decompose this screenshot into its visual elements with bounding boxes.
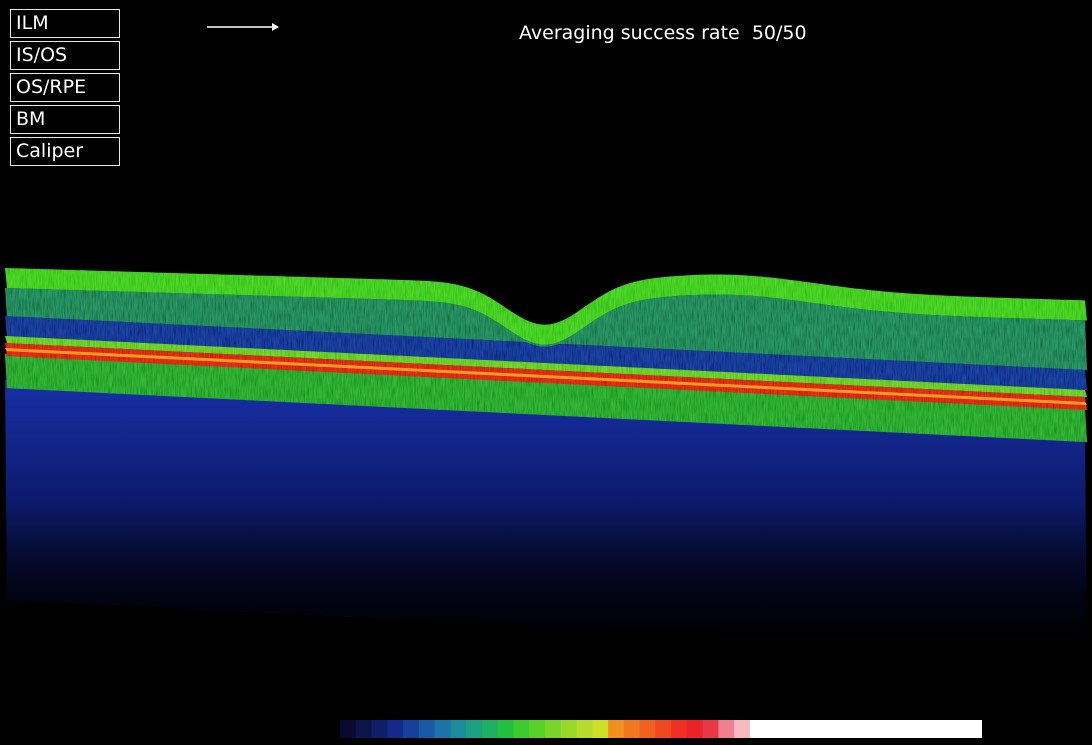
- layer-button[interactable]: OS/RPE: [10, 73, 120, 102]
- scale-swatch: [750, 720, 982, 738]
- choroid: [5, 380, 1087, 655]
- scale-swatch: [450, 720, 467, 738]
- layer-button[interactable]: IS/OS: [10, 41, 120, 70]
- scale-swatch: [371, 720, 388, 738]
- status-label: Averaging success rate: [519, 22, 740, 44]
- scale-swatch: [387, 720, 404, 738]
- plexiform-layer: [5, 288, 1087, 371]
- scale-swatch: [529, 720, 546, 738]
- layer-button[interactable]: Caliper: [10, 137, 120, 166]
- scale-swatch: [639, 720, 656, 738]
- status-value: 50/50: [751, 22, 807, 44]
- layer-button[interactable]: BM: [10, 105, 120, 134]
- scale-swatch: [418, 720, 436, 738]
- scale-swatch: [608, 720, 625, 738]
- scale-swatch: [355, 720, 373, 738]
- scale-swatch: [576, 720, 593, 738]
- scale-swatch: [702, 720, 719, 738]
- nerve-fiber-layer: [5, 268, 1087, 345]
- scale-swatch: [481, 720, 499, 738]
- color-scale: [340, 720, 982, 738]
- scale-swatch: [497, 720, 514, 738]
- is-os-line: [5, 336, 1087, 398]
- scale-swatch: [560, 720, 578, 738]
- scale-swatch: [718, 720, 735, 738]
- rpe-core: [5, 348, 1087, 406]
- scale-swatch: [623, 720, 641, 738]
- retina-layers: [5, 268, 1087, 655]
- nuclear-layer: [5, 316, 1087, 391]
- scale-swatch: [434, 720, 451, 738]
- choroid-upper: [5, 354, 1087, 443]
- status: Averaging success rate 50/50: [519, 22, 807, 44]
- scale-swatch: [655, 720, 672, 738]
- scale-swatch: [686, 720, 704, 738]
- scale-swatch: [592, 720, 609, 738]
- scale-swatch: [466, 720, 483, 738]
- scale-swatch: [403, 720, 420, 738]
- scale-swatch: [734, 720, 751, 738]
- scale-swatch: [513, 720, 530, 738]
- scale-swatch: [545, 720, 562, 738]
- arrow-head: [272, 23, 279, 31]
- scale-swatch: [340, 720, 357, 738]
- scale-swatch: [671, 720, 688, 738]
- layer-button[interactable]: ILM: [10, 9, 120, 38]
